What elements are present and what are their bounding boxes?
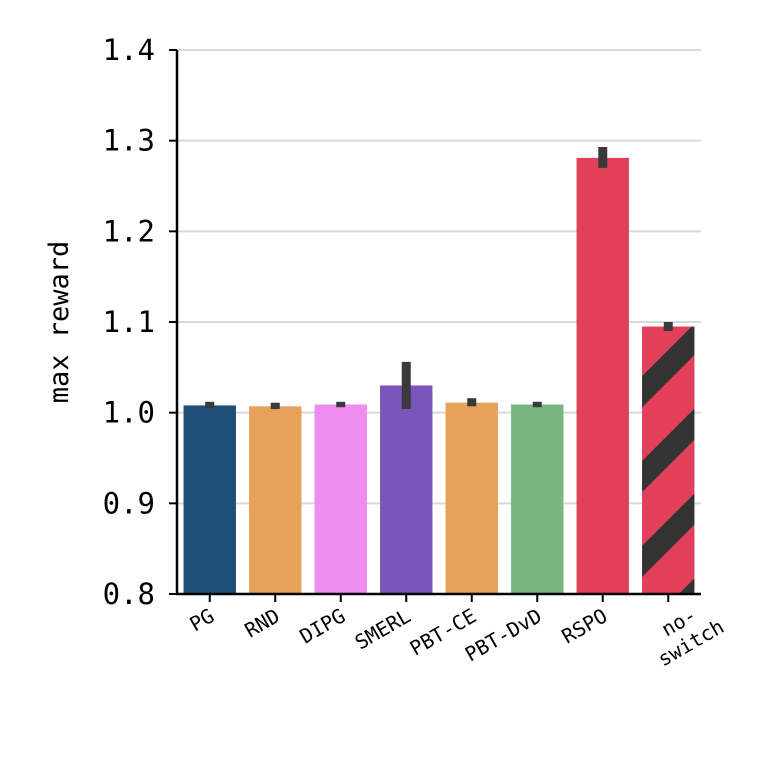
bars xyxy=(183,157,695,595)
y-tick-label: 1.1 xyxy=(103,305,155,339)
x-tick-label: PG xyxy=(185,604,218,637)
bar xyxy=(380,385,433,594)
bar xyxy=(642,326,695,594)
y-tick-label: 1.4 xyxy=(103,33,155,67)
bar xyxy=(445,402,498,594)
x-tick-label: RND xyxy=(240,604,283,643)
x-tick-label: no-switch xyxy=(641,593,728,671)
y-axis-label: max reward xyxy=(44,241,75,404)
x-tick-label: SMERL xyxy=(351,604,415,655)
x-tick-label: DIPG xyxy=(296,604,350,649)
bar xyxy=(511,404,564,594)
y-tick-label: 0.9 xyxy=(103,486,155,520)
y-tick-label: 1.2 xyxy=(103,214,155,248)
y-tick-label: 1.3 xyxy=(103,124,155,158)
bar xyxy=(576,157,629,595)
y-ticks: 0.8 0.9 1.0 1.1 1.2 1.3 1.4 xyxy=(103,33,177,611)
y-tick-label: 1.0 xyxy=(103,396,155,430)
y-tick-label: 0.8 xyxy=(103,577,155,611)
bar xyxy=(183,405,236,594)
x-tick-label: RSPO xyxy=(558,604,612,649)
bar xyxy=(249,406,302,594)
bar xyxy=(314,404,367,594)
error-bars xyxy=(205,147,673,410)
